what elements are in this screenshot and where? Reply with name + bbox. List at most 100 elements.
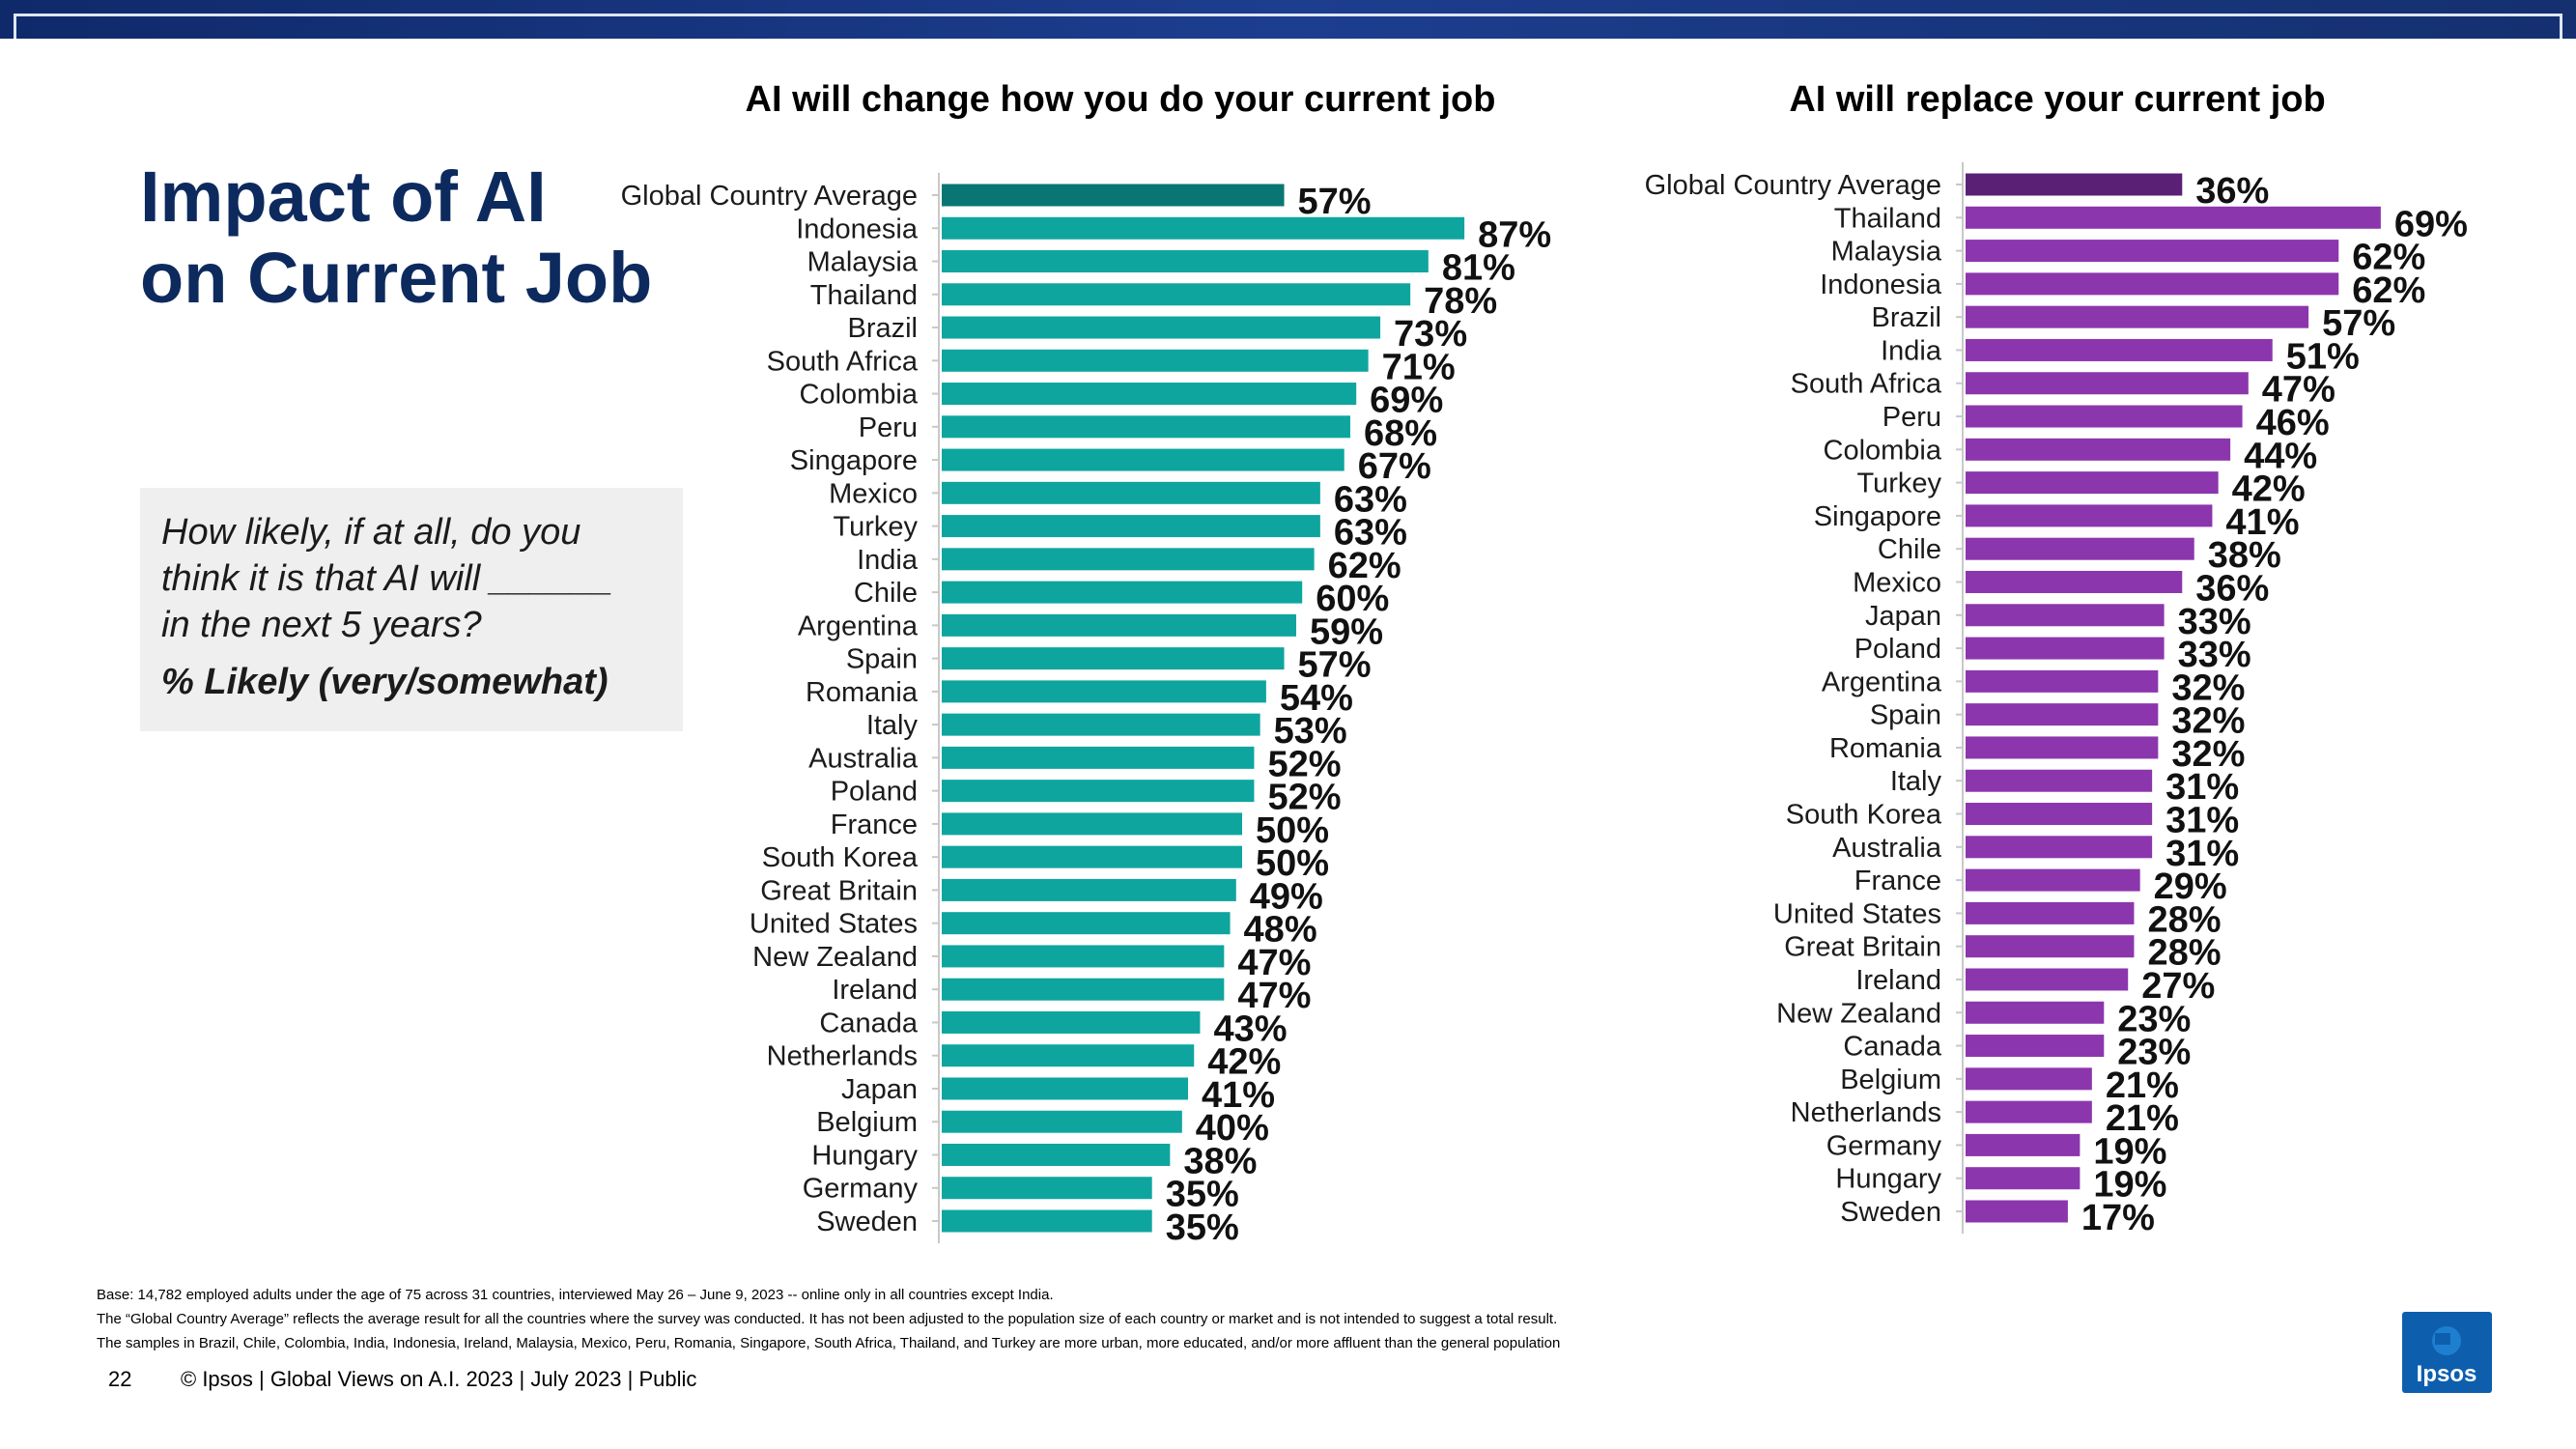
category-label: Indonesia (796, 213, 919, 244)
data-label: 51% (2286, 336, 2360, 377)
data-label: 48% (1244, 910, 1317, 951)
data-label: 32% (2171, 734, 2245, 775)
bar (942, 812, 1242, 836)
category-label: Indonesia (1820, 270, 1942, 300)
category-label: South Korea (762, 842, 919, 873)
category-label: Peru (859, 412, 918, 443)
category-label: Ireland (1855, 965, 1941, 996)
bar (942, 878, 1236, 901)
data-label: 19% (2093, 1165, 2166, 1206)
category-label: Great Britain (1784, 932, 1941, 963)
data-label: 21% (2106, 1098, 2179, 1139)
bar (942, 978, 1225, 1001)
category-label: Spain (1870, 700, 1941, 731)
category-label: Colombia (800, 380, 919, 411)
logo-text: Ipsos (2417, 1361, 2477, 1387)
data-label: 23% (2117, 1033, 2191, 1073)
bar (942, 250, 1429, 273)
bar (1966, 669, 2159, 693)
category-label: Chile (1878, 534, 1941, 565)
data-label: 43% (1213, 1009, 1287, 1049)
category-label: Great Britain (760, 875, 918, 906)
data-label: 31% (2166, 801, 2239, 841)
data-label: 63% (1334, 479, 1407, 520)
bar (942, 780, 1255, 803)
bar (942, 845, 1242, 868)
bar (942, 945, 1225, 968)
bar (942, 613, 1296, 637)
page-title: Impact of AI on Current Job (140, 156, 681, 319)
category-label: Malaysia (807, 247, 919, 278)
category-label: Hungary (811, 1140, 918, 1171)
bar (1966, 769, 2153, 792)
bar (1966, 637, 2165, 660)
question-line-1: How likely, if at all, do you (161, 512, 581, 553)
category-label: Romania (806, 677, 919, 708)
data-label: 29% (2154, 867, 2227, 907)
bar (942, 1010, 1201, 1034)
bar (942, 415, 1350, 439)
footnote-average: The “Global Country Average” reflects th… (97, 1311, 1558, 1327)
data-label: 38% (2208, 535, 2281, 576)
bar (942, 581, 1303, 604)
category-label: France (1854, 866, 1941, 896)
data-label: 33% (2178, 602, 2251, 642)
category-label: South Korea (1786, 800, 1942, 831)
category-label: New Zealand (752, 942, 918, 973)
data-label: 69% (1370, 381, 1443, 421)
category-label: Brazil (847, 313, 918, 344)
data-label: 71% (1382, 347, 1456, 387)
bar (942, 448, 1345, 471)
data-label: 57% (1298, 645, 1372, 686)
category-label: Spain (846, 644, 918, 675)
bar (942, 1044, 1195, 1067)
bar (1966, 338, 2273, 361)
bar (1966, 504, 2213, 527)
copyright-text: © Ipsos | Global Views on A.I. 2023 | Ju… (181, 1367, 697, 1391)
bar (1966, 570, 2183, 593)
bar (942, 680, 1266, 703)
category-label: South Africa (1791, 369, 1942, 400)
chart-title-change: AI will change how you do your current j… (745, 79, 1496, 120)
bar (1966, 305, 2309, 328)
category-label: South Africa (767, 346, 919, 377)
data-label: 35% (1166, 1208, 1239, 1248)
category-label: India (857, 545, 919, 576)
bar (1966, 537, 2194, 560)
category-label: Malaysia (1831, 237, 1942, 268)
category-label: New Zealand (1776, 998, 1941, 1029)
question-line-2: think it is that AI will ______ (161, 558, 613, 599)
data-label: 32% (2171, 668, 2245, 708)
bar (1966, 272, 2339, 296)
data-label: 49% (1250, 876, 1323, 917)
bar (1966, 1001, 2105, 1024)
data-label: 36% (2195, 171, 2269, 212)
data-label: 27% (2141, 966, 2215, 1007)
title-line-2: on Current Job (140, 238, 653, 318)
footnote-base: Base: 14,782 employed adults under the a… (97, 1287, 1054, 1303)
bar (942, 383, 1357, 406)
bar (942, 283, 1411, 306)
data-label: 31% (2166, 834, 2239, 874)
data-label: 62% (1328, 546, 1401, 586)
category-label: Chile (854, 578, 918, 609)
category-label: Turkey (1856, 469, 1941, 499)
bar (942, 1110, 1182, 1133)
category-label: Sweden (1840, 1197, 1941, 1228)
category-label: United States (1773, 898, 1941, 929)
chart-replace: Global Country Average 36% Thailand 69% Mala… (1645, 161, 2468, 1238)
question-box: How likely, if at all, do you think it i… (140, 488, 683, 731)
footnotes: Base: 14,782 employed adults under the a… (97, 1283, 1560, 1355)
data-label: 32% (2171, 701, 2245, 742)
data-label: 46% (2256, 403, 2330, 443)
data-label: 47% (1237, 976, 1311, 1016)
category-label: Singapore (1814, 501, 1941, 532)
bar (1966, 968, 2129, 991)
category-label: Mexico (829, 478, 918, 509)
category-label: Hungary (1835, 1164, 1941, 1195)
category-label: Global Country Average (1645, 170, 1941, 201)
category-label: Singapore (790, 445, 918, 476)
bar (1966, 1167, 2081, 1190)
category-label: Sweden (816, 1207, 918, 1237)
category-label: Canada (1843, 1032, 1941, 1063)
